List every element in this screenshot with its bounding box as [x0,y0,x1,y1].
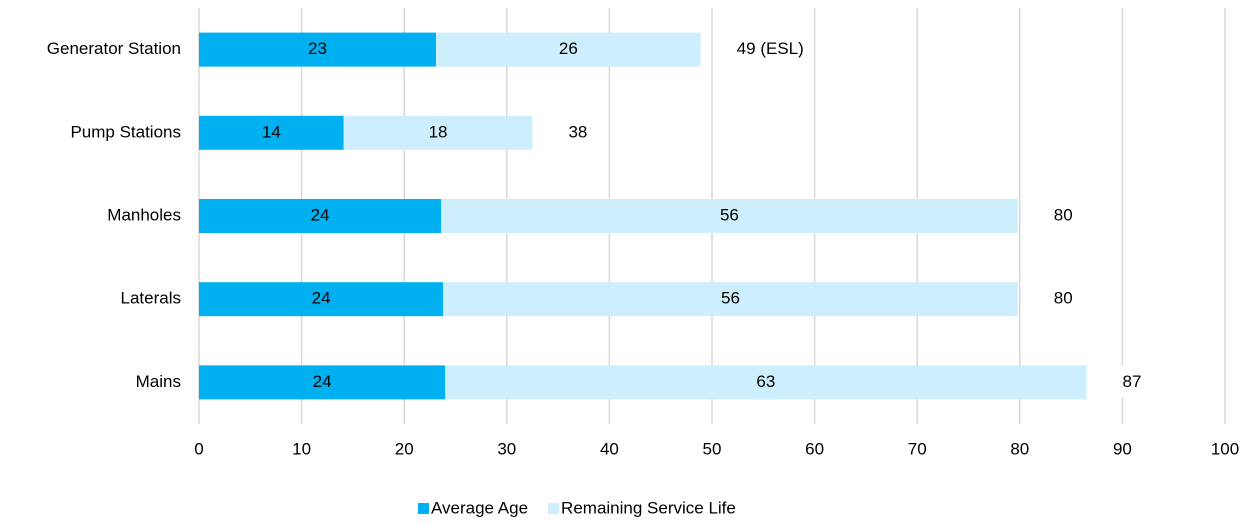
y-tick-label: Laterals [121,289,181,308]
bar-segment [436,32,701,67]
data-label: 63 [756,372,775,391]
legend-label: Average Age [431,498,528,517]
x-tick-label: 70 [908,439,927,458]
total-label-bg [564,116,592,148]
legend-swatch [548,503,560,514]
total-label: 80 [1054,289,1073,308]
legend-label: Remaining Service Life [561,498,736,517]
y-tick-label: Mains [136,372,181,391]
bar-segment [343,115,533,150]
data-label: 24 [313,372,332,391]
data-label: 26 [559,39,578,58]
total-label: 87 [1122,372,1141,391]
data-label: 24 [312,289,331,308]
x-tick-label: 50 [703,439,722,458]
total-label: 49 (ESL) [737,39,804,58]
total-label-bg [1118,365,1146,397]
bar-segment [199,115,344,150]
data-label: 24 [311,205,330,224]
total-label-bg [732,33,808,65]
legend-swatch [418,503,429,514]
data-label: 14 [262,122,281,141]
bar-segment [199,32,437,67]
x-tick-label: 10 [292,439,311,458]
bar-segment [199,282,444,317]
x-tick-label: 30 [497,439,516,458]
x-tick-label: 60 [805,439,824,458]
total-label-bg [1049,199,1077,231]
bar-segment [441,199,1018,233]
data-label: 23 [308,39,327,58]
x-tick-label: 90 [1113,439,1132,458]
total-label-bg [1049,282,1077,314]
bar-segment [443,282,1018,317]
y-tick-label: Pump Stations [70,122,181,141]
total-label: 80 [1054,205,1073,224]
y-tick-label: Manholes [107,205,181,224]
y-tick-label: Generator Station [47,39,181,58]
total-label: 38 [568,122,587,141]
bar-segment [199,199,442,233]
data-label: 56 [720,205,739,224]
data-label: 18 [429,122,448,141]
bar-segment [445,365,1087,400]
data-label: 56 [721,289,740,308]
x-tick-label: 100 [1211,439,1239,458]
x-tick-label: 0 [194,439,203,458]
x-tick-label: 40 [600,439,619,458]
x-tick-label: 80 [1010,439,1029,458]
x-tick-label: 20 [395,439,414,458]
bar-segment [199,365,446,400]
